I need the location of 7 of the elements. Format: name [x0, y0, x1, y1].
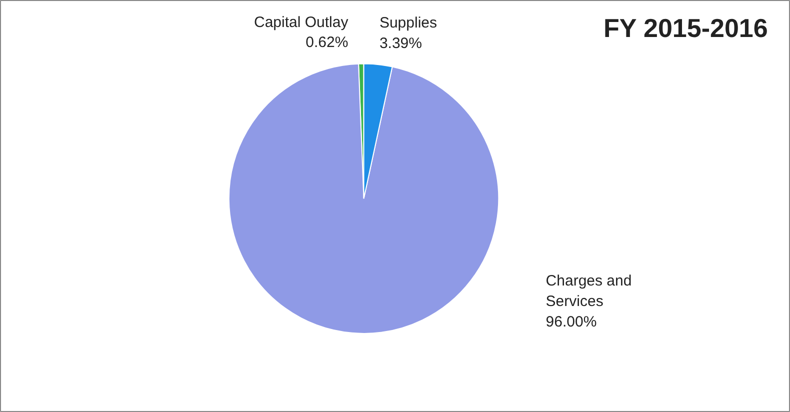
slice-label: Charges and Services: [546, 272, 632, 310]
text: FY 2015-2016: [604, 13, 768, 44]
data-label: 96.00%: [546, 313, 597, 330]
data-label: 3.39%: [379, 35, 422, 52]
data-label: 0.62%: [306, 34, 348, 52]
slice-label: Capital Outlay: [254, 14, 349, 31]
slice-label: Supplies: [379, 14, 437, 32]
